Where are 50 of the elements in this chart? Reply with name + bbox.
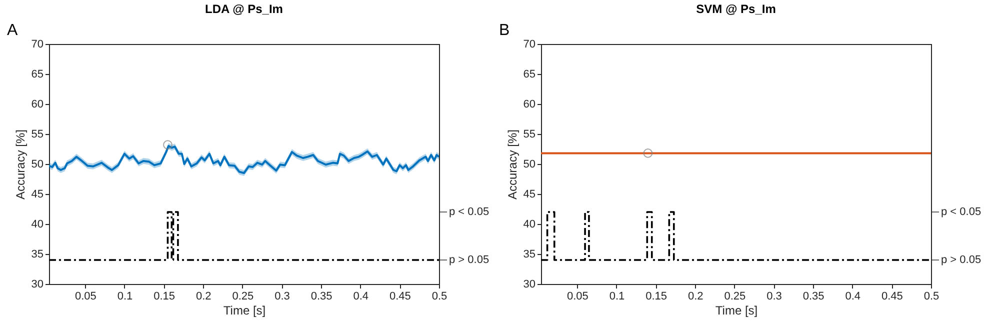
x-axis-title: Time [s] xyxy=(715,304,758,318)
y-tick-label: 40 xyxy=(31,218,44,230)
x-tick-label: 0.05 xyxy=(566,290,588,302)
y-tick-label: 55 xyxy=(523,128,536,140)
y-tick-label: 35 xyxy=(31,248,44,260)
y-tick-label: 65 xyxy=(31,68,44,80)
y-tick-label: 60 xyxy=(31,98,44,110)
x-tick-label: 0.3 xyxy=(766,290,782,302)
x-tick-label: 0.3 xyxy=(274,290,290,302)
x-tick-label: 0.15 xyxy=(154,290,176,302)
x-axis-title: Time [s] xyxy=(223,304,266,318)
y-axis-title: Accuracy [%] xyxy=(505,129,520,200)
x-tick-label: 0.2 xyxy=(688,290,704,302)
y-axis-title: Accuracy [%] xyxy=(13,129,28,200)
y-tick-label: 50 xyxy=(31,158,44,170)
x-tick-label: 0.35 xyxy=(310,290,332,302)
x-tick-label: 0.35 xyxy=(802,290,824,302)
y-tick-label: 65 xyxy=(523,68,536,80)
text: A xyxy=(7,22,18,39)
x-tick-label: 0.1 xyxy=(117,290,133,302)
x-tick-label: 0.45 xyxy=(389,290,411,302)
text: B xyxy=(499,22,510,39)
y-tick-label: 45 xyxy=(31,188,44,200)
y-tick-label: 40 xyxy=(523,218,536,230)
y-tick-label: 70 xyxy=(523,38,536,50)
y-tick-label: 55 xyxy=(31,128,44,140)
x-tick-label: 0.5 xyxy=(432,290,448,302)
chart-title: SVM @ Ps_Im xyxy=(696,2,776,16)
x-tick-label: 0.4 xyxy=(845,290,861,302)
x-tick-label: 0.25 xyxy=(232,290,254,302)
x-tick-label: 0.15 xyxy=(646,290,668,302)
text: p > 0.05 xyxy=(449,254,490,266)
y-tick-label: 35 xyxy=(523,248,536,260)
x-tick-label: 0.4 xyxy=(353,290,369,302)
y-tick-label: 70 xyxy=(31,38,44,50)
x-tick-label: 0.45 xyxy=(881,290,903,302)
x-tick-label: 0.25 xyxy=(724,290,746,302)
x-tick-label: 0.2 xyxy=(196,290,212,302)
y-tick-label: 30 xyxy=(523,278,536,290)
text: p < 0.05 xyxy=(449,206,490,218)
y-tick-label: 50 xyxy=(523,158,536,170)
chart-title: LDA @ Ps_Im xyxy=(205,2,283,16)
x-tick-label: 0.05 xyxy=(74,290,96,302)
y-tick-label: 60 xyxy=(523,98,536,110)
x-tick-label: 0.5 xyxy=(924,290,940,302)
text: p > 0.05 xyxy=(941,254,982,266)
text: p < 0.05 xyxy=(941,206,982,218)
x-tick-label: 0.1 xyxy=(609,290,625,302)
y-tick-label: 30 xyxy=(31,278,44,290)
y-tick-label: 45 xyxy=(523,188,536,200)
